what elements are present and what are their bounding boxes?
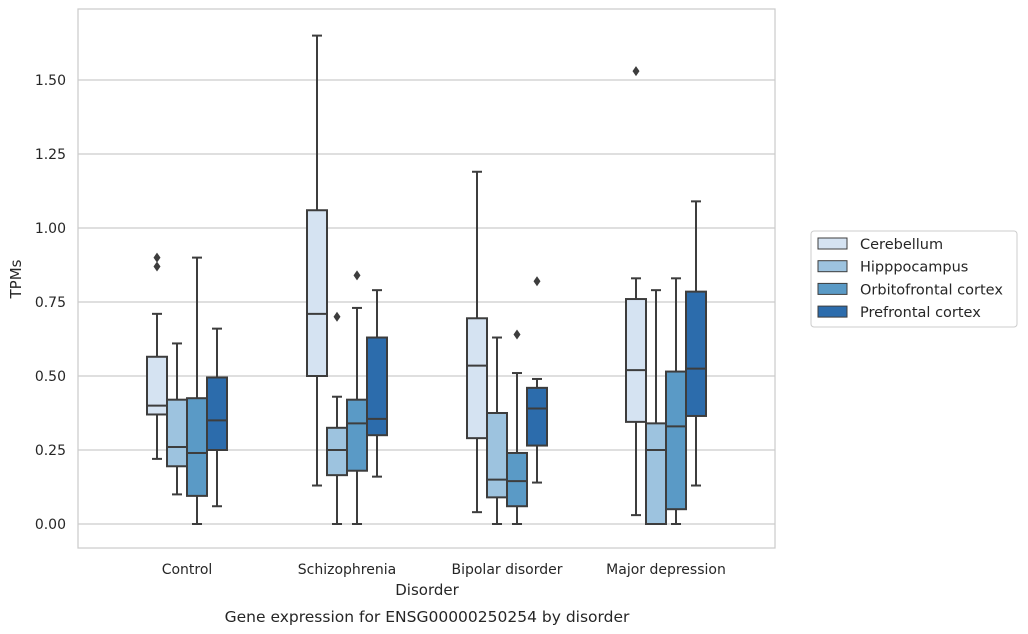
box-group: [526, 276, 548, 484]
boxes-layer: [146, 34, 707, 525]
box-iqr: [466, 317, 488, 440]
y-tick-label: 1.00: [35, 221, 66, 237]
box-group: [366, 289, 388, 478]
legend: Cerebellum Hipppocampus Orbitofrontal cort…: [810, 230, 1018, 328]
legend-swatch: [817, 282, 848, 295]
legend-label: Hipppocampus: [860, 260, 968, 276]
box-group: [625, 66, 647, 517]
legend-swatch: [817, 305, 848, 318]
box-iqr: [186, 397, 208, 497]
box-group: [346, 270, 368, 525]
box-group: [466, 170, 488, 514]
box-iqr: [486, 412, 508, 499]
box-group: [186, 256, 208, 525]
legend-label: Orbitofrontal cortex: [860, 282, 1003, 298]
legend-swatch: [817, 260, 848, 273]
box-iqr: [526, 386, 548, 447]
y-tick-label: 0.75: [35, 295, 66, 311]
outlier-point: [333, 311, 341, 322]
legend-frame: [810, 230, 1018, 328]
y-tick-label: 0.25: [35, 443, 66, 459]
box-group: [685, 200, 707, 487]
box-group: [486, 336, 508, 525]
x-tick-label: Bipolar disorder: [451, 562, 562, 578]
legend-label: Prefrontal cortex: [860, 305, 981, 321]
x-tick-label: Major depression: [606, 562, 726, 578]
y-tick-label: 1.25: [35, 147, 66, 163]
box-group: [506, 329, 528, 525]
chart-caption: Gene expression for ENSG00000250254 by d…: [225, 608, 630, 626]
y-tick-label: 1.50: [35, 73, 66, 89]
box-iqr: [326, 426, 348, 477]
box-group: [146, 252, 168, 460]
y-tick-label: 0.00: [35, 517, 66, 533]
x-axis-label: Disorder: [395, 581, 459, 599]
box-iqr: [366, 336, 388, 437]
outlier-point: [353, 270, 361, 281]
box-iqr: [146, 355, 168, 416]
box-group: [306, 34, 328, 487]
box-group: [665, 277, 687, 525]
outlier-point: [153, 252, 161, 263]
box-iqr: [166, 398, 188, 468]
box-iqr: [665, 370, 687, 511]
y-tick-labels: 0.00 0.25 0.50 0.75 1.00 1.25 1.50: [35, 73, 66, 533]
box-iqr: [206, 376, 228, 452]
box-iqr: [306, 209, 328, 377]
box-iqr: [506, 451, 528, 508]
box-group: [206, 327, 228, 508]
outlier-point: [513, 329, 521, 340]
box-group: [166, 342, 188, 496]
box-iqr: [685, 290, 707, 417]
y-tick-label: 0.50: [35, 369, 66, 385]
y-axis-label: TPMs: [7, 259, 25, 299]
x-tick-label: Schizophrenia: [298, 562, 396, 578]
outlier-point: [153, 261, 161, 272]
box-iqr: [625, 298, 647, 423]
box-group: [645, 289, 667, 525]
outlier-point: [533, 276, 541, 287]
legend-label: Cerebellum: [860, 237, 943, 253]
outlier-point: [632, 66, 640, 77]
x-tick-label: Control: [162, 562, 213, 578]
x-tick-labels: Control Schizophrenia Bipolar disorder Majo…: [162, 562, 726, 578]
box-iqr: [346, 398, 368, 472]
legend-swatch: [817, 237, 848, 250]
box-iqr: [645, 422, 667, 525]
